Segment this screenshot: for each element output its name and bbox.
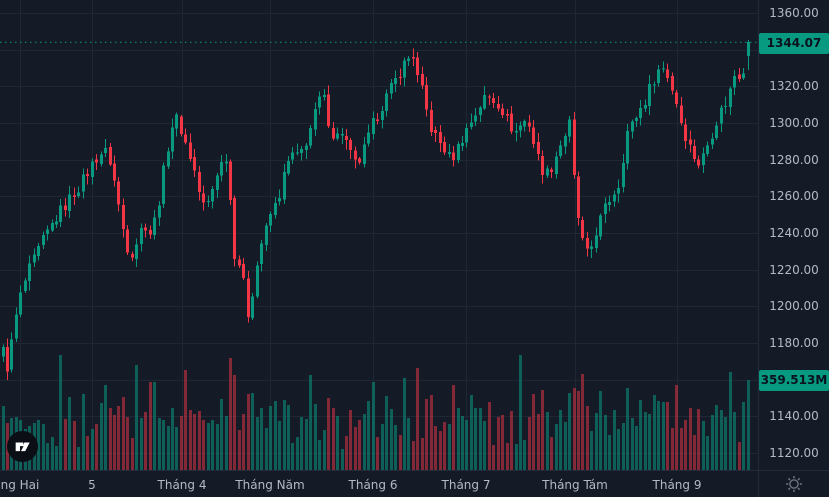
price-tick-label: 1120.00 [769, 445, 819, 460]
time-tick-label: Tháng 6 [348, 478, 398, 492]
time-tick-label: Tháng Năm [235, 478, 305, 492]
price-tick-label: 1300.00 [769, 115, 819, 130]
price-tick-label: 1180.00 [769, 335, 819, 350]
price-tick-label: 1220.00 [769, 262, 819, 277]
tradingview-logo-icon [15, 442, 30, 452]
candles [2, 40, 750, 381]
tradingview-logo[interactable] [7, 431, 38, 462]
chart-canvas[interactable] [0, 0, 758, 470]
price-tick-label: 1320.00 [769, 79, 819, 94]
price-tick-label: 1360.00 [769, 6, 819, 20]
price-tick-label: 1240.00 [769, 225, 819, 240]
price-axis[interactable]: 1360.001340.001320.001300.001280.001260.… [758, 0, 829, 497]
time-tick-label: Tháng Tám [542, 478, 608, 492]
time-tick-label: Tháng 7 [441, 478, 491, 492]
price-tick-label: 1200.00 [769, 299, 819, 314]
last-volume-badge: 359.513M [759, 370, 829, 391]
grid-lines [0, 0, 758, 470]
volume-bars [2, 355, 750, 470]
price-tick-label: 1140.00 [769, 409, 819, 424]
time-tick-label: Tháng 9 [652, 478, 702, 492]
price-tick-label: 1280.00 [769, 152, 819, 167]
gear-icon[interactable] [784, 474, 804, 494]
last-price-badge: 1344.07 [759, 33, 829, 54]
price-tick-label: 1260.00 [769, 189, 819, 204]
time-tick-label: ng Hai [0, 478, 40, 492]
time-tick-label: 5 [88, 478, 96, 492]
last-price-value: 1344.07 [766, 36, 822, 50]
last-volume-value: 359.513M [760, 373, 828, 387]
time-tick-label: Tháng 4 [157, 478, 207, 492]
time-axis[interactable]: ng Hai 5 Tháng 4 Tháng Năm Tháng 6 Tháng 7 Thá… [0, 470, 829, 497]
